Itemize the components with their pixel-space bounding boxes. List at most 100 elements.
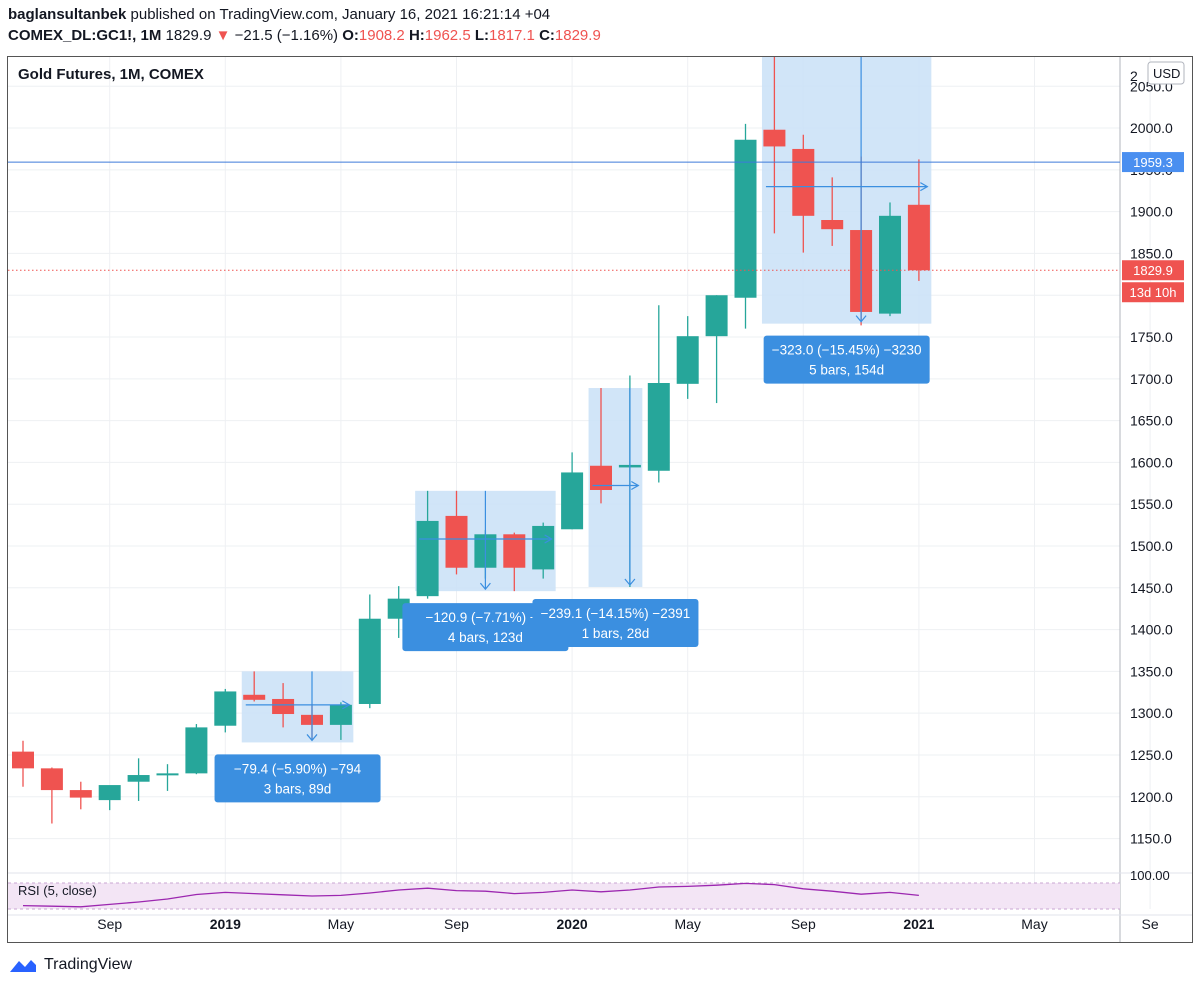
countdown-box bbox=[1122, 282, 1184, 303]
candle-body bbox=[561, 472, 584, 530]
candle-body bbox=[329, 704, 352, 725]
measure-arrowhead-right bbox=[342, 700, 351, 710]
measure-label-box[interactable] bbox=[214, 754, 381, 803]
candlestick-chart[interactable]: 1150.0 1200.0 1250.0 1300.0 1350.0 1400.0 1450… bbox=[8, 57, 1193, 943]
measure-label-line1: −323.0 (−15.45%) −3230 bbox=[772, 343, 922, 358]
candle-body bbox=[879, 215, 901, 314]
measure-arrowhead-right bbox=[544, 534, 553, 544]
price-line-label: 1959.3 bbox=[1133, 155, 1173, 170]
measure-label-line1: −120.9 (−7.71%) −1 bbox=[426, 610, 546, 625]
measure-arrowhead-down bbox=[479, 582, 491, 591]
symbol-label: COMEX_DL:GC1!, 1M bbox=[8, 27, 162, 44]
rsi-label: RSI (5, close) bbox=[18, 883, 97, 898]
candle-body bbox=[676, 336, 699, 384]
y-tick-label: 1850.0 bbox=[1130, 245, 1173, 261]
candle-body bbox=[243, 694, 266, 700]
tradingview-footer: TradingView bbox=[8, 956, 132, 974]
candle-body bbox=[416, 520, 439, 597]
candle-body bbox=[503, 534, 526, 568]
measure-label-line1: −239.1 (−14.15%) −2391 bbox=[541, 606, 691, 621]
measure-label-line2: 4 bars, 123d bbox=[448, 630, 523, 645]
high-label: H: bbox=[408, 27, 425, 44]
candle-body bbox=[156, 773, 179, 776]
candle-body bbox=[40, 768, 63, 791]
x-tick-label: Sep bbox=[97, 916, 122, 932]
measure-arrowhead-down bbox=[624, 578, 636, 586]
measure-label-line1: −79.4 (−5.90%) −794 bbox=[234, 761, 362, 776]
currency-label: USD bbox=[1153, 66, 1180, 81]
measure-arrowhead-down bbox=[855, 315, 867, 323]
x-tick-label: Sep bbox=[444, 916, 469, 932]
measure-label-line2: 5 bars, 154d bbox=[809, 363, 884, 378]
candle-body bbox=[705, 295, 728, 337]
y-tick-label: 2000.0 bbox=[1130, 120, 1173, 136]
change-value: −21.5 (−1.16%) bbox=[234, 27, 339, 44]
high-value: 1962.5 bbox=[424, 27, 471, 44]
currency-badge[interactable] bbox=[1147, 61, 1185, 85]
countdown-label: 13d 10h bbox=[1130, 285, 1177, 300]
measure-box[interactable] bbox=[761, 57, 932, 324]
measure-label-box[interactable] bbox=[763, 335, 930, 384]
x-tick-label: May bbox=[328, 916, 354, 932]
y-tick-label: 1450.0 bbox=[1130, 580, 1173, 596]
x-tick-label: Sep bbox=[791, 916, 816, 932]
candle-body bbox=[214, 691, 237, 726]
candle-body bbox=[734, 139, 757, 298]
x-tick-label: May bbox=[1021, 916, 1047, 932]
chart-title: Gold Futures, 1M, COMEX bbox=[18, 66, 204, 83]
publish-info: baglansultanbek published on TradingView… bbox=[8, 6, 550, 23]
rsi-level-label: 100.00 bbox=[1130, 868, 1170, 883]
rsi-band bbox=[8, 883, 1120, 909]
y-tick-label: 1550.0 bbox=[1130, 496, 1173, 512]
measure-label-box[interactable] bbox=[402, 603, 569, 652]
measure-label-box[interactable] bbox=[532, 598, 699, 647]
y-tick-label: 1150.0 bbox=[1130, 831, 1172, 847]
candle-body bbox=[69, 790, 92, 798]
x-tick-label: 2021 bbox=[903, 916, 934, 932]
candle-body bbox=[792, 148, 815, 216]
open-value: 1908.2 bbox=[358, 27, 405, 44]
candle-body bbox=[272, 698, 295, 715]
candle-body bbox=[185, 727, 208, 774]
measure-label-line2: 1 bars, 28d bbox=[582, 626, 650, 641]
price-line-label: 1829.9 bbox=[1133, 263, 1173, 278]
measure-arrowhead-down bbox=[306, 734, 318, 742]
last-price: 1829.9 bbox=[165, 27, 212, 44]
down-triangle-icon: ▼ bbox=[215, 27, 231, 44]
y-tick-label: 1650.0 bbox=[1130, 413, 1173, 429]
tradingview-brand[interactable]: TradingView bbox=[44, 956, 133, 973]
x-tick-label: Se bbox=[1142, 916, 1159, 932]
measure-arrowhead-right bbox=[631, 480, 640, 491]
low-label: L: bbox=[474, 27, 490, 44]
y-tick-label: 1400.0 bbox=[1130, 622, 1173, 638]
y-tick-label: 1600.0 bbox=[1130, 454, 1173, 470]
candle-body bbox=[907, 204, 930, 271]
close-label: C: bbox=[539, 27, 555, 44]
measure-arrowhead-right bbox=[920, 182, 929, 192]
published-text: published on TradingView.com, January 16… bbox=[130, 6, 551, 23]
x-tick-label: May bbox=[674, 916, 700, 932]
candle-body bbox=[763, 129, 786, 147]
price-line-label-box bbox=[1122, 260, 1184, 281]
candle-body bbox=[98, 785, 121, 801]
low-value: 1817.1 bbox=[489, 27, 535, 44]
author-name[interactable]: baglansultanbek bbox=[8, 6, 127, 23]
y-tick-label: 1350.0 bbox=[1130, 663, 1173, 679]
y-tick-label: 1200.0 bbox=[1130, 789, 1173, 805]
close-value: 1829.9 bbox=[554, 27, 601, 44]
y-tick-label: 1700.0 bbox=[1130, 371, 1173, 387]
y-tick-label-top: 2 bbox=[1130, 68, 1138, 84]
candle-body bbox=[358, 618, 381, 704]
chart-frame[interactable]: 1150.0 1200.0 1250.0 1300.0 1350.0 1400.0 1450… bbox=[7, 56, 1193, 943]
candle-body bbox=[127, 775, 150, 782]
rsi-line bbox=[22, 882, 919, 908]
candle-body bbox=[647, 383, 670, 471]
x-tick-label: 2020 bbox=[557, 916, 588, 932]
open-label: O: bbox=[342, 27, 359, 44]
y-tick-label: 1750.0 bbox=[1130, 329, 1173, 345]
candle-body bbox=[590, 465, 612, 490]
y-tick-label: 1250.0 bbox=[1130, 747, 1173, 763]
tradingview-cloud-icon bbox=[10, 960, 36, 972]
price-line-label-box bbox=[1122, 152, 1184, 173]
y-tick-label: 1900.0 bbox=[1130, 204, 1173, 220]
